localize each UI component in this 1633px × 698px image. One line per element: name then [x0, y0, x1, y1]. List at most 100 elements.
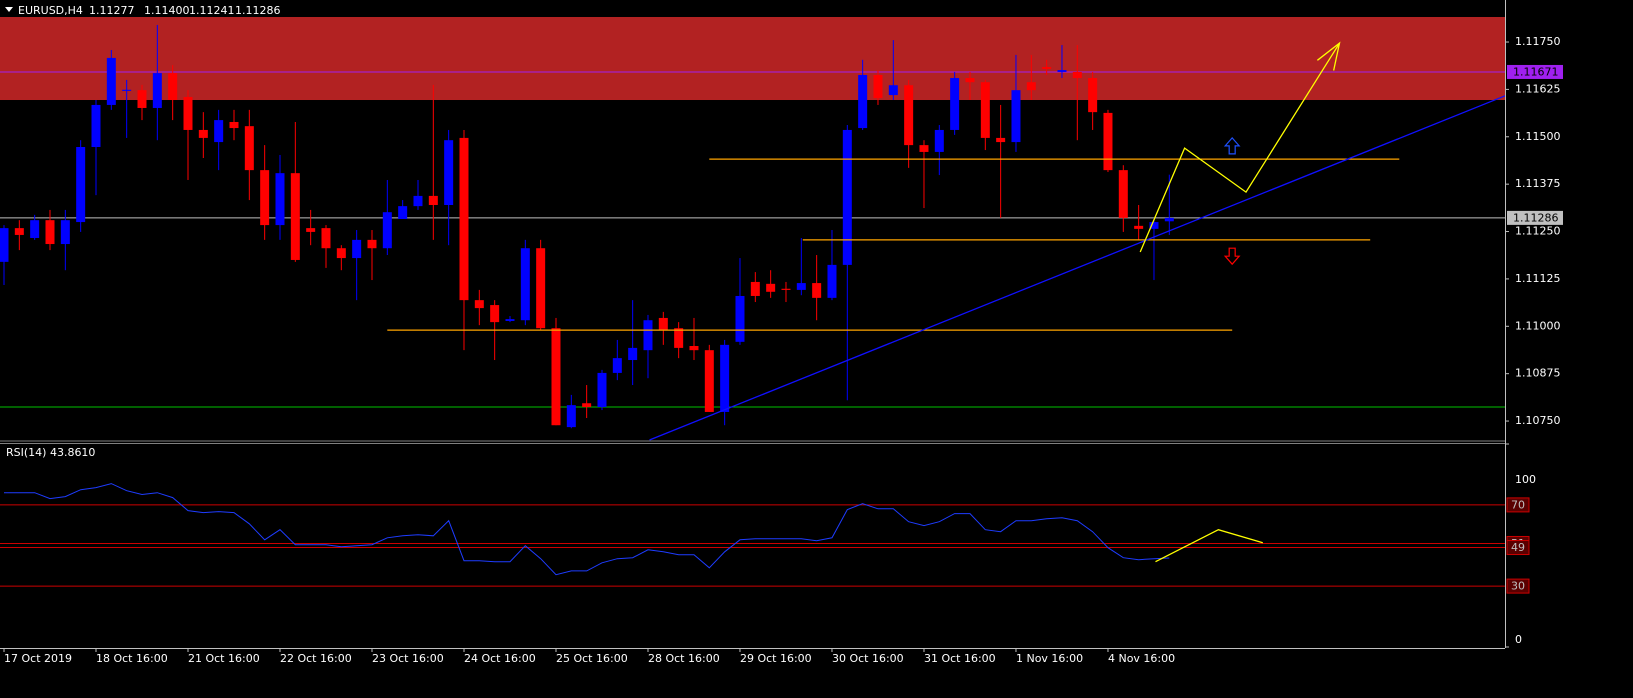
- arrow-head: [1316, 41, 1341, 71]
- candle-body: [321, 228, 331, 249]
- price-label-box: [1507, 210, 1563, 225]
- candle-body: [827, 264, 837, 298]
- x-tick-label: 17 Oct 2019: [4, 652, 72, 665]
- candle-body: [551, 328, 561, 426]
- drawn-line: [1155, 529, 1263, 563]
- candle-body: [1057, 70, 1067, 72]
- candle-body: [505, 319, 515, 321]
- candle-body: [536, 248, 546, 329]
- candle-body: [566, 405, 576, 428]
- candle-body: [459, 137, 469, 301]
- x-tick-label: 25 Oct 16:00: [556, 652, 628, 665]
- arrow-up: [1223, 136, 1241, 155]
- y-tick-label: 1.10875: [1515, 367, 1561, 380]
- candle-body: [198, 129, 208, 138]
- x-tick-label: 21 Oct 16:00: [188, 652, 260, 665]
- x-tick-label: 18 Oct 16:00: [96, 652, 168, 665]
- candle-body: [1011, 90, 1021, 143]
- candle-body: [30, 220, 40, 238]
- candle-body: [1149, 222, 1159, 229]
- price-label: 1.11671: [1513, 65, 1559, 78]
- candle-body: [858, 74, 868, 129]
- level-label: 49: [1511, 541, 1525, 554]
- level-label: 70: [1511, 498, 1525, 511]
- x-tick-label: 22 Oct 16:00: [280, 652, 352, 665]
- candle-body: [1072, 71, 1082, 79]
- level-label-box: [1506, 578, 1530, 594]
- header-high: 1.11400: [144, 4, 190, 17]
- header-open: 1.11277: [89, 4, 135, 17]
- x-tick-label: 31 Oct 16:00: [924, 652, 996, 665]
- y-tick-label: 1.11125: [1515, 272, 1561, 285]
- candle-body: [106, 57, 116, 105]
- candle-body: [183, 96, 193, 130]
- candle-body: [336, 248, 346, 259]
- candle-body: [76, 147, 86, 223]
- candle-body: [1118, 170, 1128, 218]
- header-low: 1.11241: [189, 4, 235, 17]
- candle-body: [229, 121, 239, 129]
- level-label: 30: [1511, 580, 1525, 593]
- candle-body: [352, 239, 362, 259]
- candle-body: [306, 228, 316, 232]
- candle-body: [766, 283, 776, 292]
- drawn-line: [1139, 42, 1341, 253]
- candle-body: [582, 403, 592, 408]
- candle-body: [398, 206, 408, 220]
- candle-body: [980, 82, 990, 138]
- header-close: 1.11286: [235, 4, 281, 17]
- candle-body: [812, 283, 822, 298]
- candle-body: [612, 358, 622, 373]
- price-panel: [0, 17, 1505, 441]
- arrow-down: [1223, 247, 1241, 266]
- candle-body: [244, 126, 254, 171]
- candle-body: [152, 73, 162, 108]
- candle-body: [91, 104, 101, 148]
- rsi-panel: [0, 483, 1505, 587]
- y-tick-label: 1.11000: [1515, 319, 1561, 332]
- y-tick-label: 0: [1515, 633, 1522, 646]
- candle-body: [674, 328, 684, 348]
- y-tick-label: 1.11625: [1515, 82, 1561, 95]
- candle-body: [1134, 225, 1144, 229]
- candle-body: [382, 212, 392, 249]
- level-label-box: [1506, 497, 1530, 513]
- candle-body: [796, 283, 806, 290]
- y-tick-label: 1.10750: [1515, 414, 1561, 427]
- candle-body: [597, 372, 607, 408]
- candle-body: [60, 220, 70, 245]
- symbol-title: EURUSD,H4: [18, 4, 83, 17]
- menu-triangle[interactable]: [5, 7, 13, 12]
- candle-body: [704, 350, 714, 412]
- x-tick-label: 30 Oct 16:00: [832, 652, 904, 665]
- candle-body: [1042, 67, 1052, 69]
- y-tick-label: 1.11500: [1515, 130, 1561, 143]
- rsi-title: RSI(14) 43.8610: [6, 446, 95, 459]
- candle-body: [1088, 78, 1098, 113]
- price-label-box: [1507, 64, 1563, 79]
- candle-body: [490, 305, 500, 323]
- y-tick-label: 100: [1515, 473, 1536, 486]
- candle-body: [720, 344, 730, 412]
- candle-body: [1026, 82, 1036, 91]
- candle-body: [168, 73, 178, 101]
- candle-body: [919, 145, 929, 152]
- drawn-line: [649, 95, 1505, 441]
- candle-body: [934, 129, 944, 152]
- x-tick-label: 29 Oct 16:00: [740, 652, 812, 665]
- candle-body: [1164, 217, 1174, 222]
- candle-body: [137, 90, 147, 108]
- candle-body: [290, 173, 300, 260]
- price-label: 1.11286: [1513, 211, 1559, 224]
- candle-body: [965, 78, 975, 83]
- candle-body: [122, 89, 132, 91]
- x-tick-label: 24 Oct 16:00: [464, 652, 536, 665]
- candle-body: [214, 120, 224, 143]
- candle-body: [842, 129, 852, 265]
- candle-body: [45, 220, 55, 245]
- x-tick-label: 28 Oct 16:00: [648, 652, 720, 665]
- candle-body: [367, 239, 377, 249]
- candle-body: [275, 173, 285, 226]
